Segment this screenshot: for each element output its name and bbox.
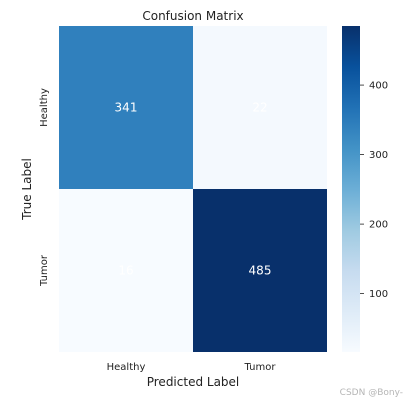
x-tick-label: Healthy <box>107 362 146 373</box>
colorbar-tick-label: 400 <box>369 81 388 92</box>
x-tick-label: Tumor <box>244 362 277 373</box>
cell-value-label: 485 <box>249 264 272 278</box>
heatmap-cell <box>59 26 193 189</box>
colorbar-tick-label: 200 <box>369 220 388 231</box>
cell-value-label: 341 <box>115 101 138 115</box>
y-tick-labels: Healthy Tumor <box>39 88 50 287</box>
x-tick-labels: Healthy Tumor <box>107 362 277 373</box>
chart-title: Confusion Matrix <box>142 9 243 23</box>
y-tick-label: Healthy <box>39 88 50 127</box>
colorbar <box>342 26 360 352</box>
cell-value-label: 16 <box>118 264 133 278</box>
colorbar-tick-label: 100 <box>369 289 388 300</box>
heatmap-value-labels: 341 22 16 485 <box>115 101 272 278</box>
cell-value-label: 22 <box>252 101 267 115</box>
heatmap-cell <box>59 189 193 352</box>
colorbar-tick-label: 300 <box>369 150 388 161</box>
watermark: CSDN @Bony- <box>340 388 403 398</box>
heatmap-cell <box>193 26 327 189</box>
heatmap-cell <box>193 189 327 352</box>
heatmap-cells <box>59 26 327 352</box>
colorbar-ticks: 100 200 300 400 <box>360 81 388 300</box>
x-axis-label: Predicted Label <box>147 375 240 389</box>
y-tick-label: Tumor <box>39 254 50 287</box>
y-axis-label: True Label <box>20 158 34 221</box>
